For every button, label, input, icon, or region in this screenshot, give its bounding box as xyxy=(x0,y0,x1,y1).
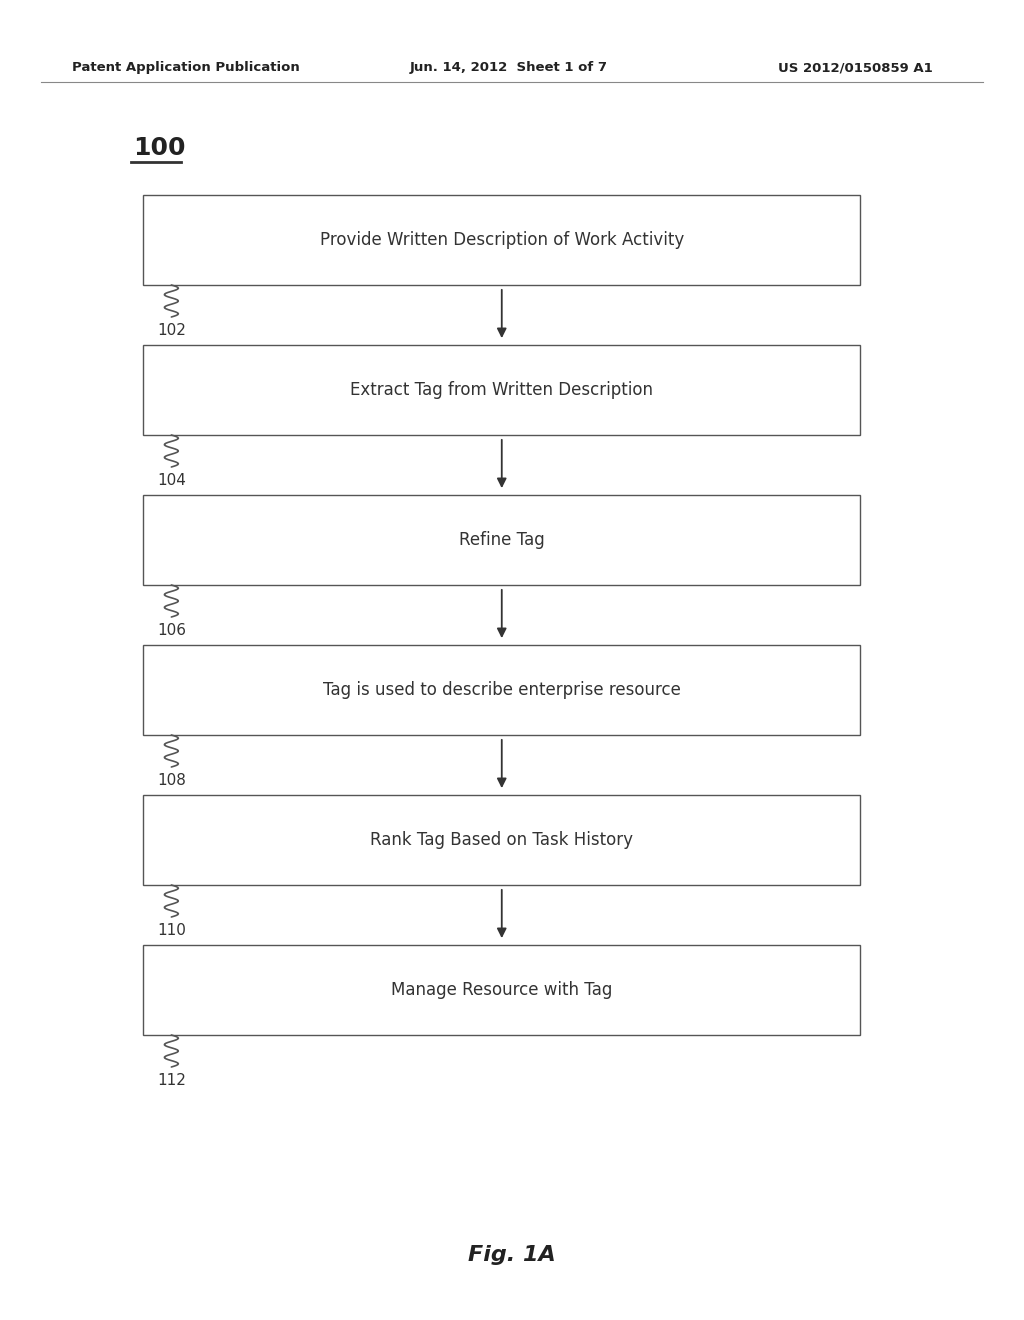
Text: US 2012/0150859 A1: US 2012/0150859 A1 xyxy=(778,62,933,74)
Text: 108: 108 xyxy=(157,774,185,788)
Text: Patent Application Publication: Patent Application Publication xyxy=(72,62,299,74)
Text: Manage Resource with Tag: Manage Resource with Tag xyxy=(391,981,612,999)
Text: 112: 112 xyxy=(157,1073,185,1088)
Text: Fig. 1A: Fig. 1A xyxy=(468,1245,556,1265)
Text: 102: 102 xyxy=(157,323,185,338)
Bar xyxy=(143,495,860,585)
Text: Tag is used to describe enterprise resource: Tag is used to describe enterprise resou… xyxy=(323,681,681,700)
Text: 110: 110 xyxy=(157,923,185,939)
Bar xyxy=(143,345,860,436)
Text: 100: 100 xyxy=(133,136,185,160)
Text: Jun. 14, 2012  Sheet 1 of 7: Jun. 14, 2012 Sheet 1 of 7 xyxy=(410,62,607,74)
Text: Refine Tag: Refine Tag xyxy=(459,531,545,549)
Text: 106: 106 xyxy=(157,623,186,638)
Bar xyxy=(143,645,860,735)
Text: Extract Tag from Written Description: Extract Tag from Written Description xyxy=(350,381,653,399)
Text: Rank Tag Based on Task History: Rank Tag Based on Task History xyxy=(371,832,633,849)
Bar xyxy=(143,795,860,884)
Bar xyxy=(143,195,860,285)
Text: 104: 104 xyxy=(157,473,185,488)
Text: Provide Written Description of Work Activity: Provide Written Description of Work Acti… xyxy=(319,231,684,249)
Bar xyxy=(143,945,860,1035)
